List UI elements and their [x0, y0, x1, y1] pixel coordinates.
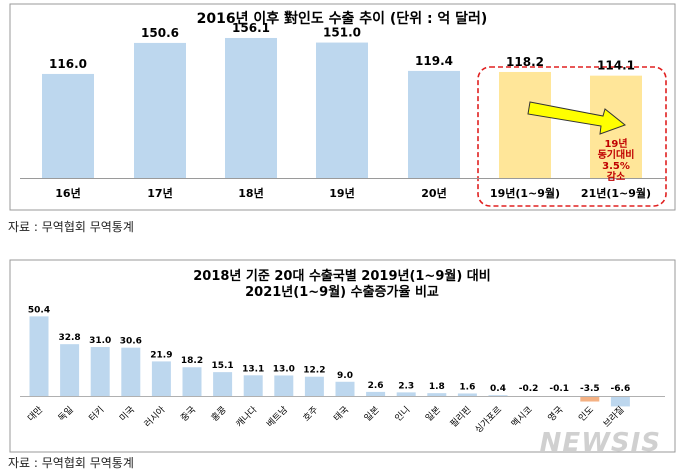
chart1-bar-3	[316, 42, 368, 179]
chart2-frame	[9, 259, 676, 453]
chart2-bar-9	[304, 376, 324, 396]
chart2-value-label-13: 1.8	[429, 382, 445, 392]
chart2-bar-11	[366, 391, 386, 396]
chart1-category-label-0: 16년	[55, 186, 80, 200]
annotation-line-1: 동기대비	[598, 148, 635, 161]
chart2-value-label-0: 50.4	[28, 305, 50, 315]
chart1-value-label-4: 119.4	[415, 54, 453, 68]
chart1-category-label-4: 20년	[421, 186, 446, 200]
chart1-bar-0	[42, 73, 94, 178]
chart2-value-label-1: 32.8	[58, 333, 80, 343]
chart2-value-label-15: 0.4	[490, 384, 506, 394]
chart2-bar-8	[274, 375, 294, 396]
chart2-value-label-18: -3.5	[580, 384, 600, 394]
chart1-title: 2016년 이후 對인도 수출 추이 (단위 : 억 달러)	[197, 10, 488, 27]
chart1-value-label-2: 156.1	[232, 21, 270, 35]
chart1-category-label-3: 19년	[329, 186, 354, 200]
chart1-category-label-2: 18년	[238, 186, 263, 200]
chart2-bar-3	[121, 347, 141, 396]
chart2-bar-10	[335, 381, 355, 396]
chart2-value-label-3: 30.6	[120, 337, 142, 347]
annotation-line-2: 3.5%	[602, 161, 630, 172]
decrease-arrow	[527, 101, 627, 135]
chart2-bar-19	[610, 396, 630, 407]
chart1-category-label-6: 21년(1~9월)	[581, 186, 651, 200]
chart1-value-label-0: 116.0	[49, 57, 87, 71]
chart2-value-label-5: 18.2	[181, 356, 203, 366]
source-note-2: 자료 : 무역협회 무역통계	[8, 456, 134, 470]
highlight-box	[477, 66, 667, 207]
chart2-bar-15	[488, 395, 508, 396]
chart2-value-label-19: -6.6	[611, 384, 631, 394]
chart2-value-label-16: -0.2	[519, 384, 539, 394]
chart2-value-label-8: 13.0	[273, 364, 295, 374]
export-growth-comparison-chart: 2018년 기준 20대 수출국별 2019년(1~9월) 대비2021년(1~…	[9, 259, 676, 453]
chart2-bar-2	[90, 347, 110, 396]
chart2-title-line-1: 2021년(1~9월) 수출증가율 비교	[245, 284, 439, 300]
annotation-line-3: 감소	[607, 171, 625, 183]
chart2-value-label-6: 15.1	[211, 361, 233, 371]
chart2-value-label-12: 2.3	[398, 381, 414, 391]
chart2-value-label-14: 1.6	[459, 382, 475, 392]
newsis-watermark: NEWSIS	[539, 428, 661, 458]
india-export-trend-chart: 2016년 이후 對인도 수출 추이 (단위 : 억 달러) 116.0 16년 15…	[9, 3, 676, 211]
chart1-value-label-6: 114.1	[597, 59, 635, 73]
chart1-bar-5	[499, 71, 551, 178]
chart2-value-label-7: 13.1	[242, 364, 264, 374]
chart2-bar-7	[243, 375, 263, 396]
chart2-bar-0	[29, 316, 49, 396]
chart1-value-label-3: 151.0	[323, 26, 361, 40]
chart1-bar-4	[408, 70, 460, 178]
annotation-line-0: 19년	[604, 137, 627, 150]
chart2-value-label-4: 21.9	[150, 350, 172, 360]
chart1-value-label-1: 150.6	[141, 26, 179, 40]
chart2-bar-5	[182, 367, 202, 396]
chart2-title-line-0: 2018년 기준 20대 수출국별 2019년(1~9월) 대비	[193, 268, 490, 284]
chart2-value-label-9: 12.2	[303, 366, 325, 376]
chart2-bar-12	[396, 392, 416, 396]
chart2-value-label-17: -0.1	[549, 384, 569, 394]
chart2-bar-1	[60, 344, 80, 396]
chart2-bar-18	[580, 396, 600, 402]
chart2-value-label-10: 9.0	[337, 371, 353, 381]
chart1-category-label-1: 17년	[147, 186, 172, 200]
chart1-category-label-5: 19년(1~9월)	[490, 186, 560, 200]
chart1-bar-1	[134, 42, 186, 178]
chart2-bar-13	[427, 393, 447, 396]
chart2-bar-4	[151, 361, 171, 396]
chart2-bar-6	[213, 372, 233, 396]
chart2-value-label-2: 31.0	[89, 336, 111, 346]
chart2-bar-14	[457, 393, 477, 396]
chart1-value-label-5: 118.2	[506, 55, 544, 69]
chart2-value-label-11: 2.6	[368, 381, 384, 391]
chart1-bar-2	[225, 37, 277, 178]
source-note-1: 자료 : 무역협회 무역통계	[8, 220, 134, 234]
